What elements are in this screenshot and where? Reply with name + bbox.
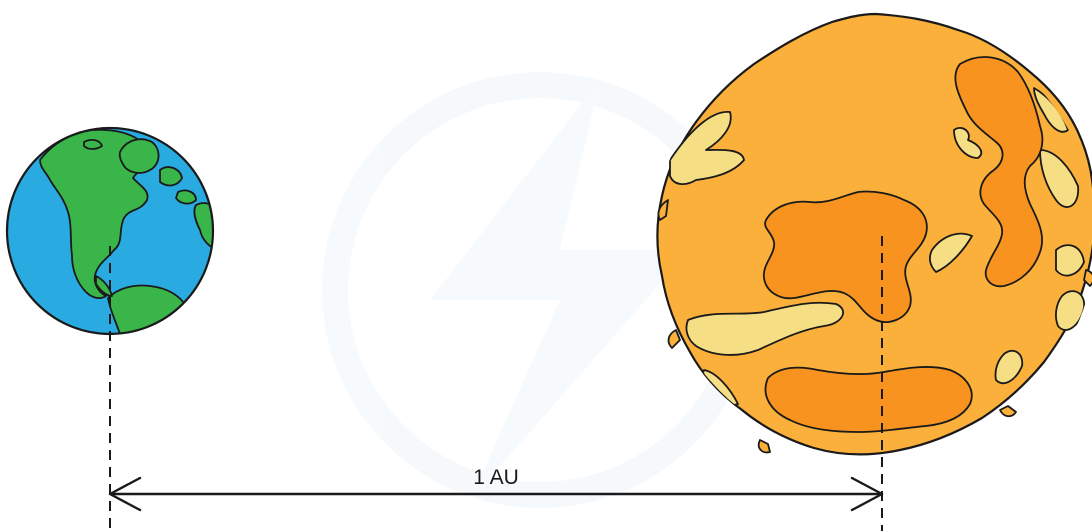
sun-spots	[669, 56, 1085, 433]
earth-icon	[5, 126, 215, 336]
distance-label: 1 AU	[473, 466, 519, 489]
distance-measurement: 1 AU	[108, 236, 884, 531]
right-arrowhead	[850, 476, 884, 512]
left-arrowhead	[108, 476, 142, 512]
sun-edge-texture	[657, 199, 1092, 454]
earth-continents	[39, 128, 213, 334]
sun-icon	[656, 12, 1092, 456]
